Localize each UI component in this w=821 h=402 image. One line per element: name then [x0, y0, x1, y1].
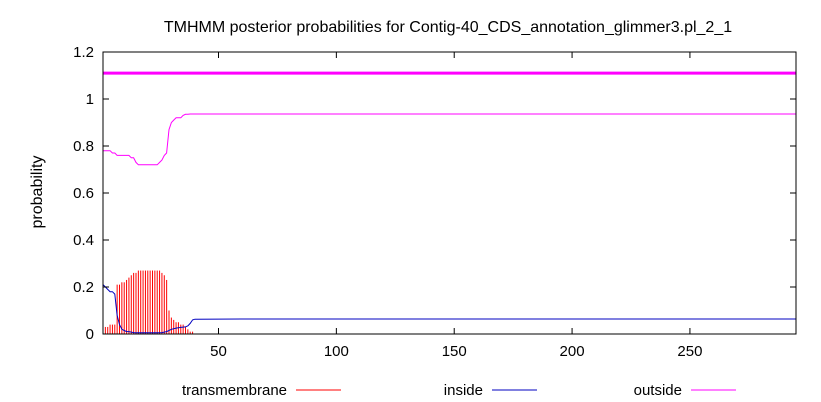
x-tick-label-2: 150 — [442, 343, 467, 360]
y-tick-label-2: 0.4 — [73, 232, 94, 249]
legend: transmembrane inside outside — [182, 382, 736, 399]
x-tick-label-3: 200 — [560, 343, 585, 360]
y-tick-label-5: 1 — [86, 91, 94, 108]
y-axis-label: probability — [29, 156, 46, 229]
x-tick-label-1: 100 — [324, 343, 349, 360]
y-tick-label-4: 0.8 — [73, 138, 94, 155]
y-tick-label-0: 0 — [86, 326, 94, 343]
plot-area: 0 0.2 0.4 0.6 0.8 1 1.2 50 100 150 200 250 — [73, 44, 797, 360]
legend-label-outside: outside — [634, 382, 682, 399]
x-tick-label-0: 50 — [210, 343, 227, 360]
x-tick-label-4: 250 — [677, 343, 702, 360]
y-tick-label-6: 1.2 — [73, 44, 94, 61]
chart-title: TMHMM posterior probabilities for Contig… — [164, 19, 732, 36]
plot-frame — [102, 51, 797, 335]
legend-label-inside: inside — [444, 382, 483, 399]
y-tick-label-1: 0.2 — [73, 279, 94, 296]
legend-label-transmembrane: transmembrane — [182, 382, 287, 399]
y-tick-label-3: 0.6 — [73, 185, 94, 202]
inside-line — [102, 284, 796, 334]
outside-line — [103, 113, 796, 166]
